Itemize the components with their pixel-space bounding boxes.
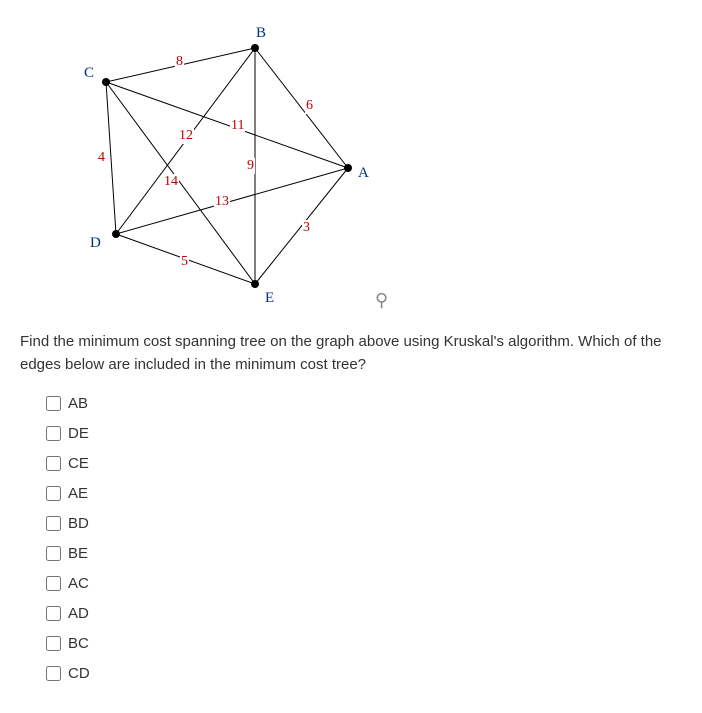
edge-weight-AE: 3 — [302, 220, 311, 236]
option-label-DE: DE — [68, 425, 89, 442]
option-AD[interactable]: AD — [42, 603, 682, 624]
option-BC[interactable]: BC — [42, 633, 682, 654]
option-AE[interactable]: AE — [42, 483, 682, 504]
checkbox-BC[interactable] — [46, 636, 61, 651]
node-label-C: C — [84, 65, 94, 82]
option-label-AB: AB — [68, 395, 88, 412]
option-AC[interactable]: AC — [42, 573, 682, 594]
option-BE[interactable]: BE — [42, 543, 682, 564]
node-label-D: D — [90, 235, 101, 252]
graph-diagram: A B C D E 6 11 13 3 8 12 9 4 14 5 ⚲ — [30, 10, 390, 310]
node-D — [112, 230, 120, 238]
question-text: Find the minimum cost spanning tree on t… — [20, 330, 682, 377]
edge-CD — [106, 82, 116, 234]
checkbox-CD[interactable] — [46, 666, 61, 681]
node-label-A: A — [358, 165, 369, 182]
option-CD[interactable]: CD — [42, 663, 682, 684]
edge-weight-AC: 11 — [230, 118, 245, 134]
node-label-E: E — [265, 290, 274, 307]
edge-weight-CD: 4 — [97, 150, 106, 166]
edge-AB — [255, 48, 348, 168]
checkbox-CE[interactable] — [46, 456, 61, 471]
graph-svg — [30, 10, 390, 310]
option-BD[interactable]: BD — [42, 513, 682, 534]
option-label-AD: AD — [68, 605, 89, 622]
node-C — [102, 78, 110, 86]
option-label-AC: AC — [68, 575, 89, 592]
checkbox-AC[interactable] — [46, 576, 61, 591]
edge-weight-CE: 14 — [163, 174, 179, 190]
option-label-CD: CD — [68, 665, 90, 682]
node-label-B: B — [256, 25, 266, 42]
checkbox-BD[interactable] — [46, 516, 61, 531]
option-label-CE: CE — [68, 455, 89, 472]
edge-weight-BE: 9 — [246, 158, 255, 174]
option-AB[interactable]: AB — [42, 393, 682, 414]
node-A — [344, 164, 352, 172]
edge-weight-DE: 5 — [180, 254, 189, 270]
checkbox-BE[interactable] — [46, 546, 61, 561]
edge-weight-BD: 12 — [178, 128, 194, 144]
checkbox-AB[interactable] — [46, 396, 61, 411]
checkbox-DE[interactable] — [46, 426, 61, 441]
edge-weight-AD: 13 — [214, 194, 230, 210]
edge-weight-BC: 8 — [175, 54, 184, 70]
node-E — [251, 280, 259, 288]
option-CE[interactable]: CE — [42, 453, 682, 474]
edge-AD — [116, 168, 348, 234]
node-B — [251, 44, 259, 52]
magnifier-icon[interactable]: ⚲ — [375, 290, 388, 311]
answer-options: AB DE CE AE BD BE AC AD BC CD — [42, 393, 682, 684]
option-label-AE: AE — [68, 485, 88, 502]
edge-AC — [106, 82, 348, 168]
edge-weight-AB: 6 — [305, 98, 314, 114]
checkbox-AD[interactable] — [46, 606, 61, 621]
checkbox-AE[interactable] — [46, 486, 61, 501]
option-label-BC: BC — [68, 635, 89, 652]
option-DE[interactable]: DE — [42, 423, 682, 444]
option-label-BE: BE — [68, 545, 88, 562]
option-label-BD: BD — [68, 515, 89, 532]
